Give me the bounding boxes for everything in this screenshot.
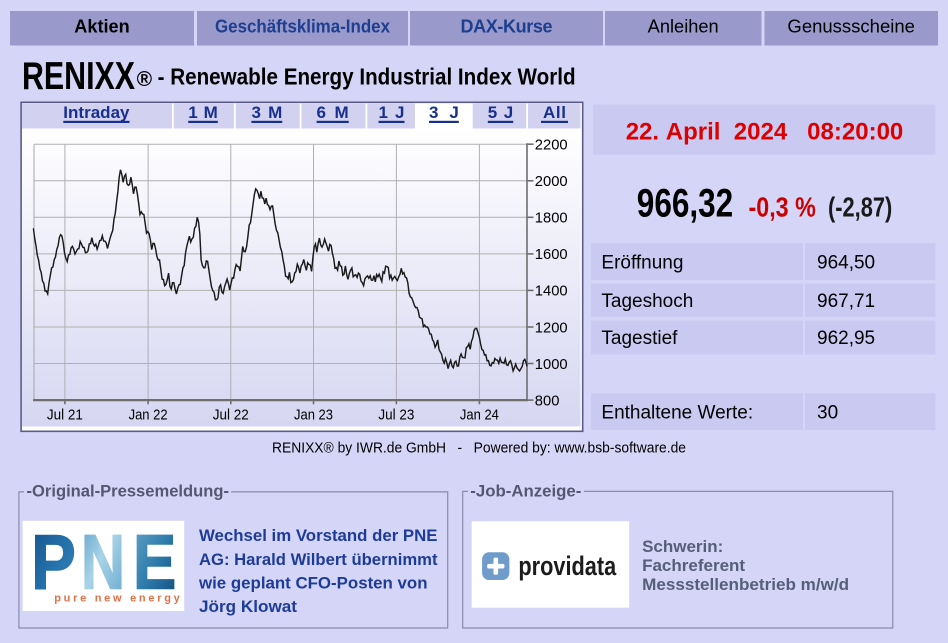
svg-text:Jul 21: Jul 21 (47, 406, 83, 423)
svg-text:Wechsel im Vorstand der PNE: Wechsel im Vorstand der PNE (199, 526, 438, 545)
svg-text:Fachreferent: Fachreferent (642, 556, 745, 575)
svg-text:N: N (81, 519, 125, 605)
svg-text:964,50: 964,50 (817, 252, 875, 273)
svg-text:6 M: 6 M (317, 103, 349, 122)
svg-text:3 M: 3 M (251, 103, 282, 122)
svg-text:1000: 1000 (535, 356, 568, 373)
svg-text:962,95: 962,95 (817, 328, 875, 349)
svg-text:Anleihen: Anleihen (648, 17, 719, 37)
svg-text:1600: 1600 (535, 246, 568, 263)
svg-text:(-2,87): (-2,87) (828, 191, 892, 222)
svg-text:-0,3 %: -0,3 % (749, 191, 816, 222)
svg-text:Messstellenbetrieb m/w/d: Messstellenbetrieb m/w/d (642, 575, 849, 594)
svg-text:Genussscheine: Genussscheine (787, 17, 915, 37)
svg-text:-Job-Anzeige-: -Job-Anzeige- (470, 482, 581, 501)
svg-text:5 J: 5 J (488, 103, 513, 122)
svg-text:967,71: 967,71 (817, 291, 875, 312)
svg-text:Aktien: Aktien (74, 17, 129, 37)
svg-text:Jörg Klowat: Jörg Klowat (199, 597, 297, 616)
svg-text:AG: Harald Wilbert übernimmt: AG: Harald Wilbert übernimmt (199, 550, 438, 569)
svg-text:P: P (31, 519, 75, 605)
svg-text:1 M: 1 M (188, 103, 218, 122)
svg-text:Schwerin:: Schwerin: (642, 537, 723, 556)
svg-text:Intraday: Intraday (63, 103, 130, 122)
svg-text:DAX-Kurse: DAX-Kurse (461, 17, 553, 37)
svg-text:pure new energy: pure new energy (54, 593, 180, 605)
svg-text:Tageshoch: Tageshoch (601, 291, 693, 312)
svg-text:®: ® (137, 68, 153, 91)
svg-text:2200: 2200 (535, 137, 568, 154)
svg-text:Jan 22: Jan 22 (129, 406, 168, 423)
svg-text:Jul 23: Jul 23 (378, 406, 414, 423)
svg-text:1 J: 1 J (379, 103, 405, 122)
svg-text:800: 800 (535, 392, 560, 409)
svg-text:All: All (543, 103, 566, 122)
svg-text:wie geplant CFO-Posten von: wie geplant CFO-Posten von (198, 574, 427, 593)
svg-text:RENIXX® by IWR.de GmbH - P: RENIXX® by IWR.de GmbH - Powered by: www… (272, 440, 686, 457)
svg-text:1400: 1400 (535, 283, 568, 300)
svg-text:2000: 2000 (535, 173, 568, 190)
svg-text:RENIXX: RENIXX (22, 55, 135, 98)
svg-text:- Renewable Energy Industrial: - Renewable Energy Industrial Index Worl… (158, 64, 576, 90)
svg-text:Jan 24: Jan 24 (460, 406, 499, 423)
svg-text:Geschäftsklima-Index: Geschäftsklima-Index (215, 17, 390, 37)
svg-text:Tagestief: Tagestief (601, 328, 678, 349)
svg-text:Eröffnung: Eröffnung (601, 252, 683, 273)
svg-text:1200: 1200 (535, 319, 568, 336)
svg-text:3 J: 3 J (429, 103, 459, 122)
svg-text:providata: providata (518, 551, 617, 581)
svg-text:966,32: 966,32 (637, 181, 733, 225)
svg-text:Jan 23: Jan 23 (294, 406, 333, 423)
svg-text:22. April 2024 08:20:00: 22. April 2024 08:20:00 (626, 119, 904, 146)
svg-text:30: 30 (817, 403, 838, 424)
svg-text:E: E (133, 519, 176, 605)
svg-text:Enthaltene Werte:: Enthaltene Werte: (601, 403, 753, 424)
svg-text:-Original-Pressemeldung-: -Original-Pressemeldung- (27, 482, 230, 501)
svg-text:Jul 22: Jul 22 (213, 406, 249, 423)
svg-text:1800: 1800 (535, 210, 568, 227)
